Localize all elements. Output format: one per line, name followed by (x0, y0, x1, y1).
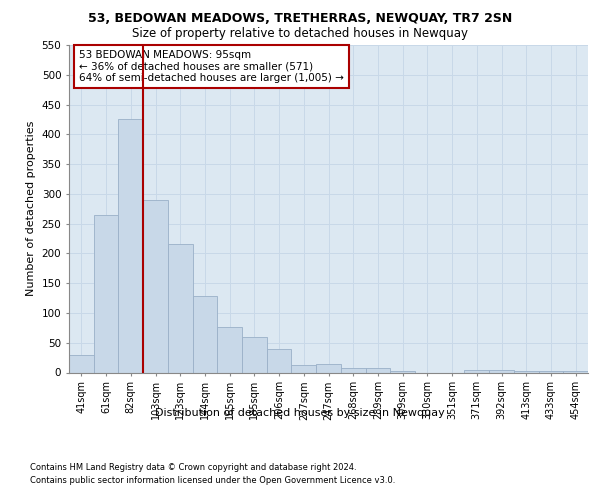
Bar (365, 368, 390, 372)
Bar (217, 326, 242, 372)
Text: 53, BEDOWAN MEADOWS, TRETHERRAS, NEWQUAY, TR7 2SN: 53, BEDOWAN MEADOWS, TRETHERRAS, NEWQUAY… (88, 12, 512, 26)
Text: Distribution of detached houses by size in Newquay: Distribution of detached houses by size … (155, 408, 445, 418)
Bar (143, 200, 168, 372)
Bar (267, 348, 292, 372)
Bar (292, 366, 316, 372)
Bar (489, 370, 514, 372)
Text: Contains public sector information licensed under the Open Government Licence v3: Contains public sector information licen… (30, 476, 395, 485)
Bar (316, 364, 341, 372)
Bar (514, 370, 539, 372)
Text: Size of property relative to detached houses in Newquay: Size of property relative to detached ho… (132, 28, 468, 40)
Bar (341, 368, 365, 372)
Text: 53 BEDOWAN MEADOWS: 95sqm
← 36% of detached houses are smaller (571)
64% of semi: 53 BEDOWAN MEADOWS: 95sqm ← 36% of detac… (79, 50, 344, 83)
Bar (193, 296, 217, 372)
Bar (118, 120, 143, 372)
Y-axis label: Number of detached properties: Number of detached properties (26, 121, 36, 296)
Bar (69, 354, 94, 372)
Bar (94, 214, 118, 372)
Bar (168, 244, 193, 372)
Bar (242, 337, 267, 372)
Bar (563, 370, 588, 372)
Bar (464, 370, 489, 372)
Text: Contains HM Land Registry data © Crown copyright and database right 2024.: Contains HM Land Registry data © Crown c… (30, 462, 356, 471)
